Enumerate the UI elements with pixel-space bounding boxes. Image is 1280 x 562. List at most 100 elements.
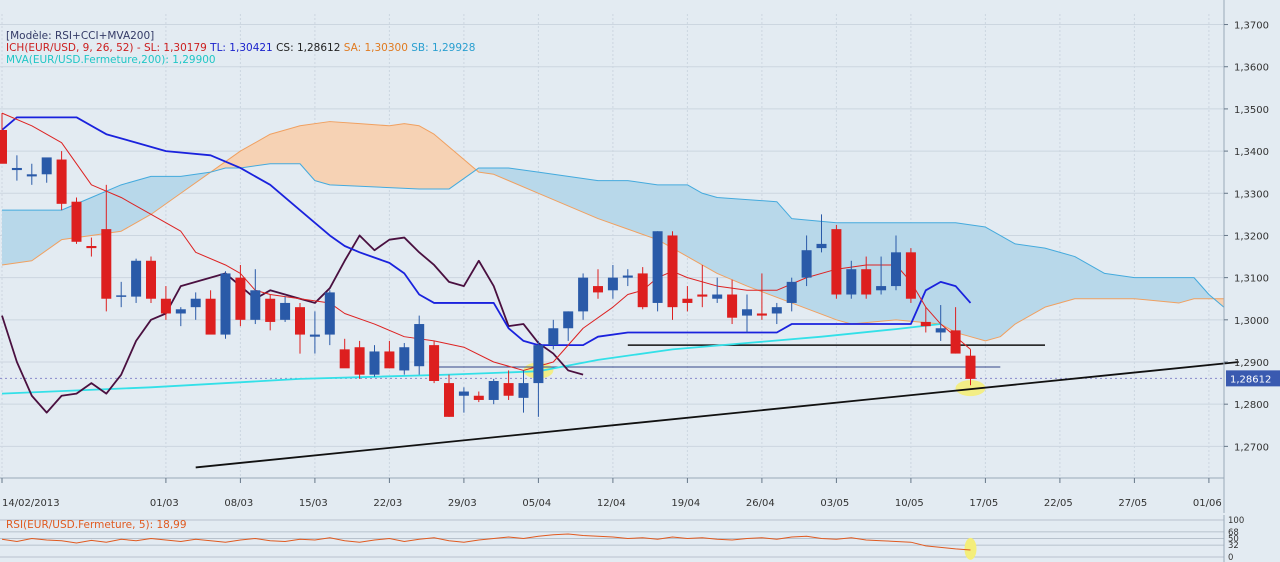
candle-bullish	[533, 345, 544, 384]
candle-bearish	[0, 130, 7, 164]
candle-bearish	[146, 260, 156, 299]
mva-legend: MVA(EUR/USD.Fermeture,200): 1,29900	[6, 54, 216, 66]
candle-bullish	[414, 324, 425, 367]
candle-bullish	[220, 273, 231, 335]
candle-bearish	[965, 355, 976, 379]
candle-bullish	[563, 311, 574, 329]
price-chart[interactable]: 1,3700 1,3600 1,3500 1,3400 1,3300 1,3200 1,31…	[0, 0, 1280, 513]
candle-bearish	[86, 246, 97, 249]
support-trendline	[195, 361, 1239, 469]
sl-value: SL: 1,30179	[144, 42, 207, 54]
cs-value: CS: 1,28612	[276, 42, 341, 54]
rsi-highlight	[964, 537, 977, 560]
x-tick-label: 05/04	[522, 498, 551, 509]
candle-bearish	[697, 294, 708, 297]
candle-bearish	[384, 351, 395, 369]
x-tick-label: 27/05	[1118, 498, 1147, 509]
y-tick-label: 1,3400	[1234, 147, 1269, 158]
x-tick-label: 03/05	[820, 498, 849, 509]
candle-bearish	[920, 321, 931, 327]
candle-bearish	[831, 229, 842, 295]
candlesticks	[0, 113, 976, 417]
candle-bullish	[175, 309, 186, 314]
candle-bullish	[458, 391, 469, 396]
candle-bearish	[71, 201, 82, 242]
x-tick-label: 17/05	[969, 498, 998, 509]
candle-bearish	[429, 345, 440, 381]
y-tick-label: 1,2900	[1234, 358, 1269, 369]
candle-bullish	[712, 294, 723, 299]
candle-bullish	[652, 231, 663, 303]
sb-value: SB: 1,29928	[411, 42, 476, 54]
cloud-bearish	[210, 121, 479, 190]
ichimoku-legend: ICH(EUR/USD, 9, 26, 52) - SL: 1,30179 TL…	[6, 42, 475, 54]
x-tick-label: 15/03	[299, 498, 328, 509]
tl-value: TL: 1,30421	[210, 42, 273, 54]
y-tick-label: 1,3700	[1234, 21, 1269, 32]
x-tick-label: 22/05	[1044, 498, 1073, 509]
cloud-bullish	[478, 167, 1217, 341]
candle-bearish	[235, 277, 246, 320]
candle-bullish	[771, 307, 782, 314]
y-tick-label: 1,3500	[1234, 105, 1269, 116]
highlight-ellipse	[955, 380, 986, 397]
candle-bearish	[637, 273, 648, 308]
candle-bearish	[682, 298, 693, 303]
candle-bearish	[265, 298, 276, 322]
candle-bearish	[503, 383, 514, 396]
candle-bullish	[518, 383, 529, 398]
grid	[0, 14, 1224, 478]
rsi-tick-label: 0	[1228, 553, 1233, 562]
candle-bullish	[488, 380, 499, 400]
candle-bearish	[339, 349, 350, 369]
ichimoku-params: ICH(EUR/USD, 9, 26, 52) -	[6, 42, 141, 54]
chikou-span-line	[1, 234, 584, 414]
candle-bearish	[101, 229, 112, 299]
y-tick-label: 1,3600	[1234, 63, 1269, 74]
y-tick-label: 1,3200	[1234, 231, 1269, 242]
indicator-lines	[0, 112, 1239, 469]
candle-bullish	[26, 174, 37, 177]
candle-bearish	[56, 159, 67, 204]
candle-bearish	[905, 252, 916, 299]
rsi-tick-label: 32	[1228, 541, 1239, 551]
candle-bullish	[131, 260, 142, 297]
candle-bearish	[205, 298, 216, 335]
candle-bullish	[399, 347, 410, 371]
rsi-line	[1, 533, 971, 551]
current-price-tag	[1226, 370, 1280, 387]
candle-bullish	[309, 334, 320, 337]
x-tick-label: 14/02/2013	[2, 498, 60, 509]
x-tick-label: 19/04	[671, 498, 700, 509]
x-tick-label: 10/05	[895, 498, 924, 509]
candle-bearish	[667, 235, 678, 308]
candle-bearish	[593, 286, 603, 293]
candle-bearish	[727, 294, 738, 318]
x-tick-label: 22/03	[373, 498, 402, 509]
candle-bearish	[861, 269, 872, 295]
candle-bullish	[548, 328, 559, 346]
candle-bullish	[578, 277, 589, 312]
candle-bearish	[950, 330, 961, 354]
candle-bullish	[622, 275, 633, 278]
senkou-b-line	[2, 163, 1225, 308]
y-tick-label: 1,3300	[1234, 189, 1269, 200]
y-tick-label: 1,2800	[1234, 400, 1269, 411]
candle-bearish	[295, 307, 305, 335]
candle-bullish	[190, 298, 201, 308]
rsi-tick-label: 100	[1228, 516, 1244, 526]
candle-bullish	[742, 309, 752, 316]
x-tick-label: 01/06	[1193, 498, 1222, 509]
candle-bullish	[369, 351, 380, 375]
rsi-tick-label: 50	[1228, 535, 1239, 545]
axes: 1,3700 1,3600 1,3500 1,3400 1,3300 1,3200 1,31…	[0, 0, 1280, 513]
rsi-tick-label: 68	[1228, 528, 1239, 538]
indicator-legend: [Modèle: RSI+CCI+MVA200] ICH(EUR/USD, 9,…	[6, 30, 475, 66]
candle-bullish	[41, 157, 52, 175]
candle-bullish	[250, 290, 261, 320]
rsi-legend: RSI(EUR/USD.Fermeture, 5): 18,99	[6, 519, 187, 531]
sa-value: SA: 1,30300	[343, 42, 408, 54]
